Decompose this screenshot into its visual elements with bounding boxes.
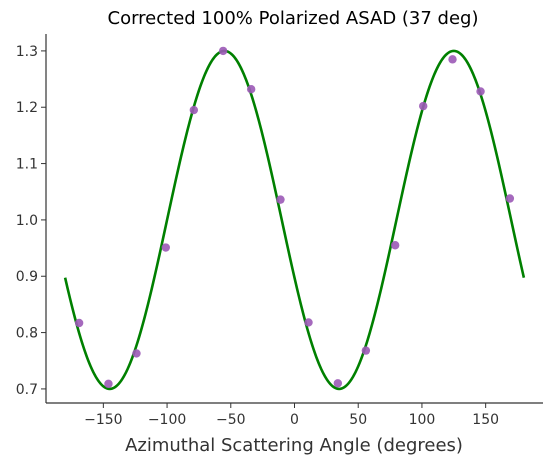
data-point (74, 318, 84, 328)
y-tick-label: 1.3 (16, 44, 38, 60)
data-point (505, 194, 515, 203)
fit-curve (63, 49, 526, 391)
data-point (333, 379, 343, 388)
data-point (161, 243, 170, 252)
data-point (276, 195, 285, 204)
x-tick-label: 100 (409, 412, 436, 428)
data-point (104, 379, 113, 389)
x-tick-label: 0 (290, 412, 299, 428)
x-ticks: −150 −100 −50 0 50 100 150 (84, 403, 499, 428)
data-point (189, 105, 199, 115)
x-axis-label: Azimuthal Scattering Angle (degrees) (125, 435, 463, 456)
y-tick-label: 0.9 (16, 269, 38, 285)
y-tick-label: 1.1 (16, 157, 38, 173)
y-tick-label: 1.0 (16, 213, 38, 229)
plot-area: −150 −100 −50 0 50 100 150 0.7 0.8 0.9 1.0 1.1 1.2 1… (16, 34, 543, 428)
y-ticks: 0.7 0.8 0.9 1.0 1.1 1.2 1.3 (16, 44, 46, 398)
y-tick-label: 1.2 (16, 100, 38, 116)
chart-title: Corrected 100% Polarized ASAD (37 deg) (108, 8, 479, 29)
x-tick-label: −50 (216, 412, 246, 428)
data-point (246, 85, 256, 94)
y-tick-label: 0.8 (16, 326, 38, 342)
data-points (74, 46, 515, 389)
data-point (132, 349, 141, 358)
y-tick-label: 0.7 (16, 382, 38, 398)
data-point (448, 55, 457, 64)
x-tick-label: 50 (349, 412, 367, 428)
data-point (390, 241, 400, 250)
data-point (419, 101, 428, 111)
x-tick-label: 150 (472, 412, 499, 428)
x-tick-label: −150 (84, 412, 122, 428)
data-point (361, 346, 371, 355)
data-point (218, 46, 228, 56)
data-point (304, 318, 313, 327)
data-point (476, 87, 485, 96)
x-tick-label: −100 (148, 412, 186, 428)
